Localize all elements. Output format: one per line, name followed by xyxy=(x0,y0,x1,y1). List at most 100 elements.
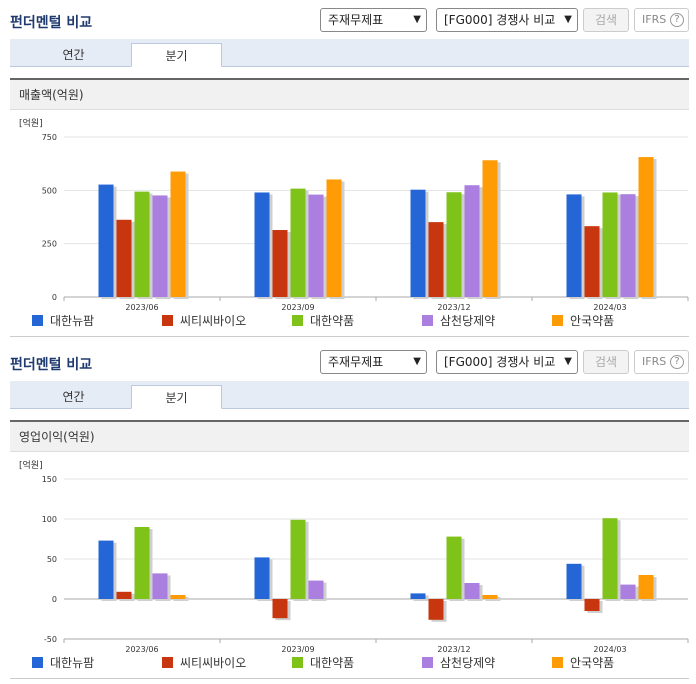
tab-annual[interactable]: 연간 xyxy=(62,48,85,62)
bar xyxy=(152,195,168,297)
legend-label: 대한뉴팜 xyxy=(50,656,94,670)
bar xyxy=(566,194,582,297)
legend-swatch xyxy=(162,657,173,668)
bar xyxy=(308,580,324,599)
y-tick-label: 750 xyxy=(42,133,57,142)
x-tick-label: 2024/03 xyxy=(593,303,626,312)
bar xyxy=(134,191,150,297)
search-button[interactable]: 검색 xyxy=(583,350,629,374)
operating-profit-chart: [억원] -50 0 50 100 150 2023/06 2023/09 2023/12 202… xyxy=(19,459,689,670)
bar xyxy=(602,518,618,599)
x-tick-label: 2023/12 xyxy=(437,303,470,312)
chevron-down-icon: ▼ xyxy=(564,356,572,367)
legend-label: 삼천당제약 xyxy=(440,313,495,328)
legend-swatch xyxy=(422,657,433,668)
bar xyxy=(620,584,636,599)
legend-label: 대한약품 xyxy=(310,313,354,328)
bar xyxy=(98,540,114,599)
legend-swatch xyxy=(162,315,173,326)
bar xyxy=(152,573,168,599)
bar xyxy=(410,593,426,599)
legend-swatch xyxy=(552,657,563,668)
statement-select[interactable]: 주재무제표 ▼ xyxy=(320,350,427,374)
bar xyxy=(584,599,600,611)
bar xyxy=(116,591,132,599)
period-tabs: 연간 분기 xyxy=(10,39,689,67)
chevron-down-icon: ▼ xyxy=(413,356,421,367)
bar xyxy=(566,563,582,599)
help-icon[interactable]: ? xyxy=(670,355,684,369)
y-tick-label: 500 xyxy=(42,186,57,195)
chevron-down-icon: ▼ xyxy=(413,14,421,25)
peer-compare-select-value: [FG000] 경쟁사 비교 xyxy=(444,355,556,369)
y-tick-label: 150 xyxy=(42,475,57,484)
y-tick-label: 100 xyxy=(42,515,57,524)
bar xyxy=(308,194,324,297)
bar xyxy=(290,519,306,599)
statement-select-value: 주재무제표 xyxy=(328,355,384,369)
search-button[interactable]: 검색 xyxy=(583,8,629,32)
chart-heading: 매출액(억원) xyxy=(10,80,689,110)
bar xyxy=(134,527,150,599)
bar xyxy=(620,194,636,297)
help-icon[interactable]: ? xyxy=(670,13,684,27)
legend-label: 대한약품 xyxy=(310,655,354,670)
x-tick-label: 2023/09 xyxy=(281,303,314,312)
tab-annual[interactable]: 연간 xyxy=(62,390,85,404)
ifrs-toggle[interactable]: IFRS ? xyxy=(634,350,689,374)
y-tick-label: 250 xyxy=(42,240,57,249)
bar xyxy=(170,595,186,599)
revenue-chart: [억원] 0 250 500 750 2023/06 2023/09 2023/12 2024/… xyxy=(19,117,689,328)
bar xyxy=(428,222,444,297)
chart-box: 영업이익(억원) [억원] -50 0 50 100 150 2023/06 2023/09 2… xyxy=(10,420,689,679)
legend-swatch xyxy=(292,657,303,668)
statement-select[interactable]: 주재무제표 ▼ xyxy=(320,8,427,32)
peer-compare-select[interactable]: [FG000] 경쟁사 비교 ▼ xyxy=(436,8,578,32)
bar xyxy=(272,230,288,297)
bar xyxy=(410,189,426,297)
bar xyxy=(116,219,132,297)
x-tick-label: 2024/03 xyxy=(593,645,626,654)
panel-title: 펀더멘털 비교 xyxy=(10,357,93,373)
x-tick-label: 2023/09 xyxy=(281,645,314,654)
bar xyxy=(446,192,462,297)
ifrs-toggle[interactable]: IFRS ? xyxy=(634,8,689,32)
chevron-down-icon: ▼ xyxy=(564,14,572,25)
y-tick-label: 0 xyxy=(52,595,57,604)
unit-label: [억원] xyxy=(19,117,43,129)
panel-title: 펀더멘털 비교 xyxy=(10,15,93,31)
legend-label: 삼천당제약 xyxy=(440,655,495,670)
bar xyxy=(170,171,186,297)
period-tabs: 연간 분기 xyxy=(10,381,689,409)
bar xyxy=(482,160,498,297)
legend-swatch xyxy=(552,315,563,326)
legend-swatch xyxy=(422,315,433,326)
bar xyxy=(254,192,270,297)
bar xyxy=(272,599,288,619)
unit-label: [억원] xyxy=(19,459,43,471)
bar xyxy=(446,536,462,599)
tab-quarterly[interactable]: 분기 xyxy=(131,385,222,409)
bar xyxy=(326,179,342,297)
bar xyxy=(638,575,654,599)
statement-select-value: 주재무제표 xyxy=(328,13,384,27)
legend-label: 씨티씨바이오 xyxy=(180,314,246,328)
legend-swatch xyxy=(32,315,43,326)
legend-label: 안국약품 xyxy=(570,655,614,670)
bar xyxy=(98,184,114,297)
ifrs-label: IFRS xyxy=(642,355,667,368)
ifrs-label: IFRS xyxy=(642,13,667,26)
bar xyxy=(464,185,480,297)
bar xyxy=(428,599,444,620)
x-tick-label: 2023/12 xyxy=(437,645,470,654)
peer-compare-select-value: [FG000] 경쟁사 비교 xyxy=(444,13,556,27)
peer-compare-select[interactable]: [FG000] 경쟁사 비교 ▼ xyxy=(436,350,578,374)
bar xyxy=(638,157,654,297)
bar xyxy=(254,557,270,599)
legend-label: 안국약품 xyxy=(570,313,614,328)
y-tick-label: 50 xyxy=(47,555,57,564)
tab-quarterly[interactable]: 분기 xyxy=(131,43,222,67)
y-tick-label: 0 xyxy=(52,293,57,302)
x-tick-label: 2023/06 xyxy=(125,303,158,312)
y-tick-label: -50 xyxy=(44,635,57,644)
